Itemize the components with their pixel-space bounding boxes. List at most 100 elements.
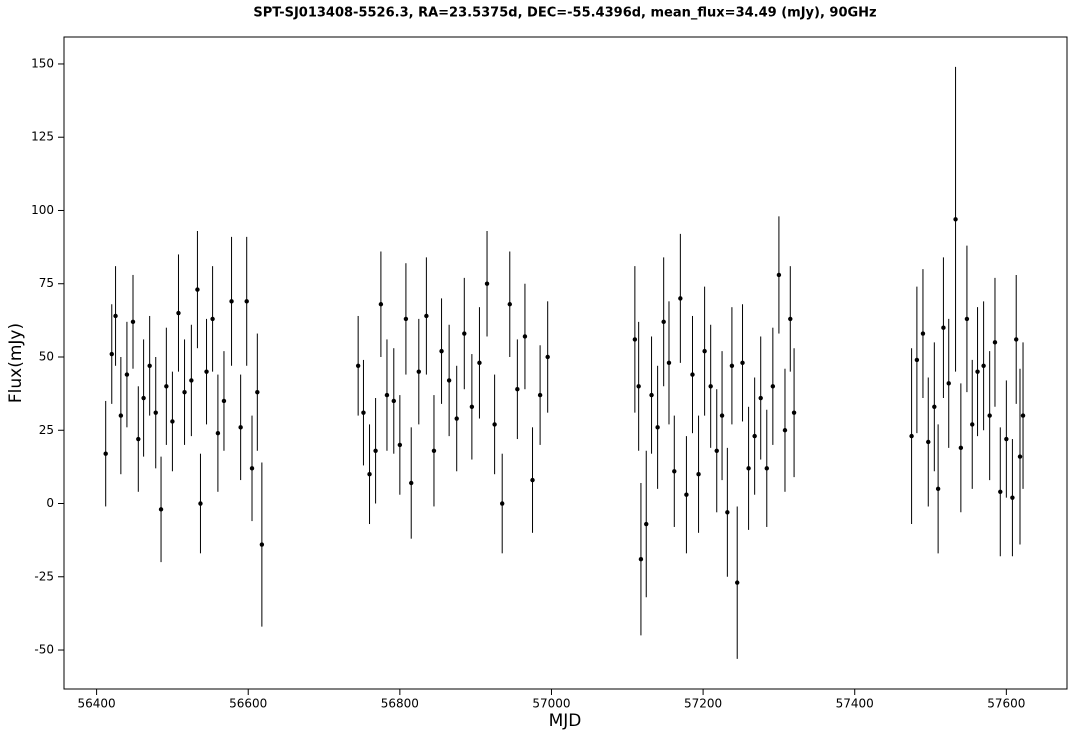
- data-point: [740, 360, 745, 366]
- data-point: [791, 410, 797, 415]
- data-point: [439, 348, 444, 354]
- data-point: [909, 433, 914, 439]
- data-point: [195, 287, 200, 292]
- data-point: [259, 542, 265, 547]
- data-point: [926, 439, 931, 445]
- data-point: [975, 369, 980, 374]
- data-point: [678, 296, 683, 301]
- data-point: [255, 389, 260, 395]
- data-point: [391, 398, 396, 404]
- data-point: [1004, 436, 1009, 442]
- data-point: [189, 378, 194, 383]
- data-point: [103, 451, 108, 456]
- data-point: [176, 310, 181, 316]
- data-point: [136, 436, 141, 442]
- y-tick-label: 25: [39, 423, 54, 437]
- data-point: [170, 419, 175, 424]
- y-tick-label: -50: [34, 643, 54, 657]
- data-point: [708, 384, 713, 389]
- x-tick-label: 57600: [987, 697, 1025, 711]
- data-point: [537, 392, 543, 398]
- data-point: [1020, 413, 1026, 418]
- data-point: [958, 445, 964, 451]
- data-point: [946, 381, 951, 386]
- data-point: [477, 360, 482, 366]
- data-point: [1010, 495, 1015, 500]
- plot-frame: [63, 36, 1068, 690]
- data-point: [953, 217, 958, 222]
- data-point: [229, 299, 234, 304]
- data-point: [636, 384, 641, 389]
- y-tick-label: 125: [31, 130, 54, 144]
- y-tick-label: 0: [46, 496, 54, 510]
- data-point: [469, 404, 475, 410]
- y-tick-label: 150: [31, 56, 54, 70]
- y-axis-label: Flux(mJy): [6, 323, 26, 403]
- data-point: [702, 348, 707, 354]
- data-point: [941, 325, 946, 330]
- data-point: [752, 433, 757, 439]
- x-tick-label: 56800: [381, 697, 419, 711]
- data-point: [355, 363, 361, 368]
- data-point: [758, 395, 763, 401]
- data-point: [204, 369, 209, 374]
- data-point: [109, 351, 114, 357]
- data-point: [729, 363, 735, 368]
- data-point: [215, 430, 221, 436]
- data-point: [788, 316, 793, 322]
- data-point: [249, 466, 255, 471]
- data-point: [725, 510, 730, 515]
- data-point: [935, 486, 941, 492]
- data-point: [244, 299, 249, 304]
- data-point: [632, 337, 638, 342]
- data-point: [158, 507, 164, 512]
- data-point: [384, 392, 390, 398]
- x-tick-label: 56400: [78, 697, 116, 711]
- data-point: [507, 302, 512, 307]
- data-point: [776, 272, 782, 278]
- data-point: [113, 313, 118, 319]
- data-point: [210, 316, 215, 322]
- data-point: [932, 404, 937, 410]
- data-point: [182, 389, 187, 395]
- x-tick-label: 57000: [532, 697, 570, 711]
- data-point: [666, 360, 672, 366]
- data-point: [431, 448, 437, 453]
- data-point: [221, 398, 227, 404]
- data-point: [782, 428, 788, 433]
- data-point: [649, 392, 654, 398]
- data-point: [719, 413, 725, 418]
- y-tick-label: 100: [31, 203, 54, 217]
- y-tick-label: 50: [39, 349, 54, 363]
- data-point: [118, 413, 124, 418]
- y-tick-label: -25: [34, 569, 54, 583]
- data-point: [655, 425, 660, 430]
- data-point: [530, 477, 535, 483]
- data-point: [987, 413, 992, 418]
- data-point: [714, 448, 719, 453]
- data-point: [130, 319, 136, 325]
- y-tick-label: 75: [39, 276, 54, 290]
- data-point: [970, 422, 975, 427]
- data-point: [920, 331, 926, 336]
- data-point: [367, 472, 372, 477]
- data-point: [424, 313, 429, 319]
- data-point: [644, 521, 649, 527]
- x-tick-label: 57400: [836, 697, 874, 711]
- data-point: [545, 354, 550, 360]
- data-point: [515, 387, 520, 392]
- data-point: [141, 395, 146, 401]
- data-point: [147, 363, 152, 368]
- data-point: [446, 378, 452, 383]
- x-tick-label: 57200: [684, 697, 722, 711]
- data-point: [672, 469, 677, 474]
- data-point: [492, 422, 497, 427]
- data-point: [746, 466, 751, 471]
- chart-title: SPT-SJ013408-5526.3, RA=23.5375d, DEC=-5…: [253, 6, 876, 21]
- data-point: [454, 416, 459, 421]
- data-point: [484, 281, 490, 286]
- data-point: [124, 372, 130, 377]
- data-point: [764, 466, 769, 471]
- data-point: [690, 372, 695, 377]
